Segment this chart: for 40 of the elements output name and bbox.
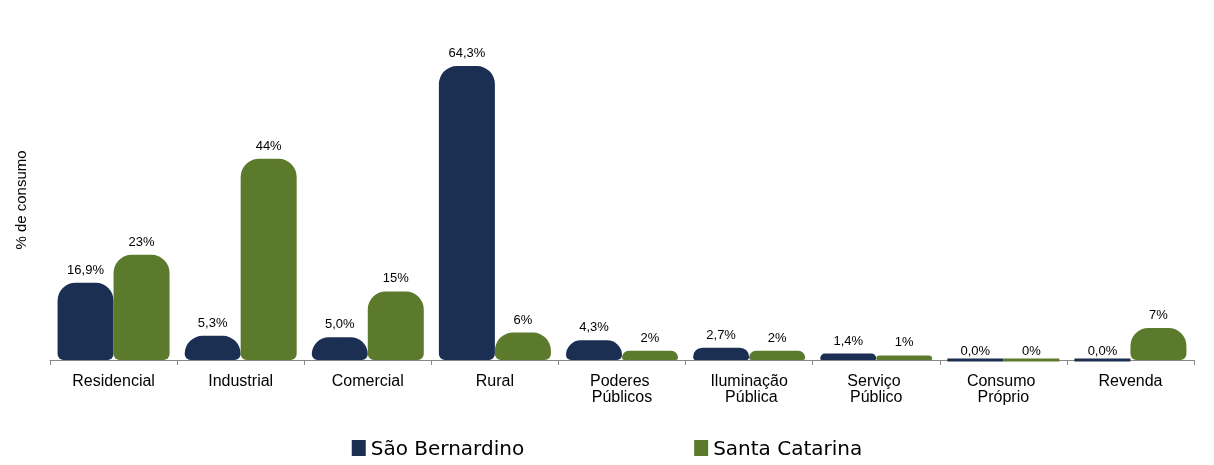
bar <box>367 291 424 360</box>
data-label: 23% <box>128 233 155 249</box>
data-label: 6% <box>513 311 533 327</box>
data-label: 16,9% <box>67 261 105 277</box>
data-label: 0% <box>1021 342 1042 358</box>
bar <box>749 350 806 360</box>
x-tick-label: Poderes Públicos <box>589 371 655 405</box>
x-tick-label: Rural <box>475 371 515 389</box>
bar <box>693 347 750 360</box>
data-label: 44% <box>255 137 283 153</box>
data-label: 2% <box>767 329 787 345</box>
legend-label: Santa Catarina <box>713 436 863 460</box>
bar <box>622 350 678 360</box>
x-tick-label: Industrial <box>208 371 274 389</box>
bar <box>438 66 495 360</box>
bar <box>57 282 114 360</box>
data-label: 7% <box>1149 307 1169 322</box>
bar <box>876 355 933 360</box>
x-tick-label: Revenda <box>1098 371 1163 389</box>
x-tick-label: Serviço Público <box>847 371 906 405</box>
data-label: 2% <box>640 329 660 345</box>
data-label: 2,7% <box>706 326 737 342</box>
bar <box>113 254 170 360</box>
legend-label: São Bernardino <box>370 436 525 460</box>
y-axis-title: % de consumo <box>12 150 29 250</box>
data-label: 15% <box>382 270 410 286</box>
data-label: 0,0% <box>960 342 991 358</box>
data-label: 4,3% <box>579 319 610 335</box>
x-tick-label: Comercial <box>331 371 404 389</box>
x-tick-label: Consumo Próprio <box>966 371 1040 405</box>
bar <box>820 353 877 360</box>
bar <box>240 158 297 360</box>
data-label: 5,3% <box>197 314 228 330</box>
data-label: 0,0% <box>1087 342 1118 358</box>
x-tick-label: Residencial <box>72 371 155 389</box>
data-label: 1% <box>894 334 915 350</box>
data-label: 5,0% <box>324 316 356 332</box>
data-label: 64,3% <box>448 45 486 61</box>
x-tick-label: Iluminação Pública <box>710 371 788 405</box>
data-label: 1,4% <box>833 332 864 348</box>
